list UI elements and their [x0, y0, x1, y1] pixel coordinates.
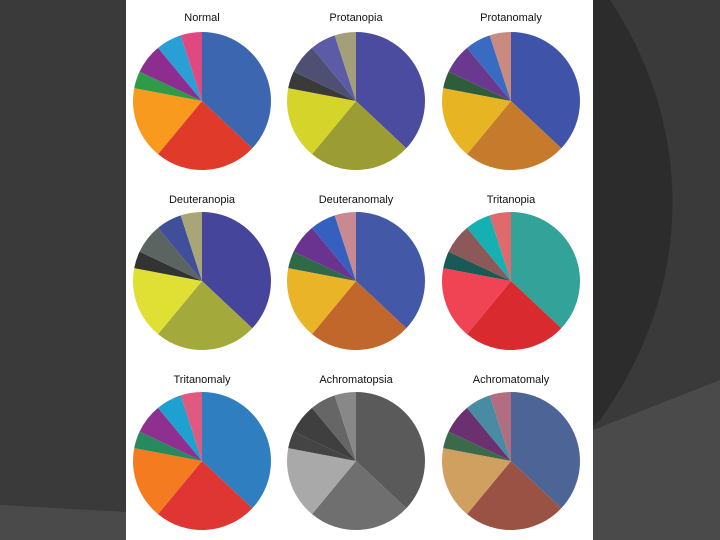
chart-title: Protanopia	[329, 12, 383, 24]
pie-slice	[288, 251, 356, 281]
pie-slice	[312, 395, 356, 461]
pie-chart	[286, 392, 425, 531]
pie-slice	[180, 392, 202, 461]
pie-slice	[158, 461, 253, 531]
chart-title: Protanomaly	[480, 12, 542, 24]
pie-slice	[489, 212, 511, 281]
pie-slice	[467, 35, 511, 101]
pie-slice	[467, 281, 562, 351]
chart-title: Achromatopsia	[319, 374, 393, 386]
pie-slice	[448, 227, 511, 281]
pie-chart	[132, 212, 271, 351]
pie-slice	[312, 461, 407, 531]
pie-slice	[467, 461, 562, 531]
pie-slice	[511, 32, 580, 149]
pie-slice	[286, 448, 356, 515]
pie-chart	[286, 212, 425, 351]
pie-slice	[158, 395, 202, 461]
pie-slice	[158, 215, 202, 281]
pie-slice	[489, 392, 511, 461]
chart-title: Deuteranomaly	[318, 194, 394, 206]
pie-slice	[467, 101, 562, 171]
pie-chart	[441, 392, 580, 531]
pie-slice	[441, 88, 511, 155]
pie-slice	[312, 281, 407, 351]
pie-slice	[511, 212, 580, 329]
pie-slice	[134, 431, 202, 461]
pie-slice	[467, 395, 511, 461]
pie-slice	[158, 101, 253, 171]
pie-chart	[132, 392, 271, 531]
pie-slice	[158, 281, 253, 351]
pie-slice	[202, 32, 271, 149]
pie-slice	[132, 88, 202, 155]
pie-slice	[441, 268, 511, 335]
pie-slice	[356, 212, 425, 329]
pie-slice	[288, 71, 356, 101]
chart-title: Tritanomaly	[173, 374, 231, 386]
pie-slice	[288, 431, 356, 461]
pie-slice	[312, 35, 356, 101]
pie-slice	[443, 251, 511, 281]
pie-slice	[180, 212, 202, 281]
pie-slice	[467, 215, 511, 281]
pie-slice	[286, 88, 356, 155]
pie-slice	[202, 212, 271, 329]
pie-slice	[334, 212, 356, 281]
pie-slice	[448, 47, 511, 101]
chart-title: Tritanopia	[486, 194, 536, 206]
pie-slice	[293, 227, 356, 281]
pie-slice	[134, 71, 202, 101]
pie-slice	[180, 32, 202, 101]
pie-chart	[441, 212, 580, 351]
pie-slice	[202, 392, 271, 509]
chart-title: Normal	[184, 12, 220, 24]
pie-slice	[511, 392, 580, 509]
pie-slice	[132, 268, 202, 335]
pie-slice	[293, 407, 356, 461]
pie-slice	[158, 35, 202, 101]
pie-slice	[312, 215, 356, 281]
pie-slice	[443, 431, 511, 461]
pie-slice	[132, 448, 202, 515]
pie-slice	[139, 407, 202, 461]
pie-slice	[489, 32, 511, 101]
pie-slice	[448, 407, 511, 461]
pie-chart	[286, 32, 425, 171]
pie-slice	[441, 448, 511, 515]
pie-slice	[334, 32, 356, 101]
pie-slice	[134, 251, 202, 281]
pie-slice	[443, 71, 511, 101]
chart-title: Deuteranopia	[168, 194, 236, 206]
pie-slice	[356, 32, 425, 149]
pie-slice	[286, 268, 356, 335]
pie-slice	[293, 47, 356, 101]
pie-slice	[356, 392, 425, 509]
pie-chart	[132, 32, 271, 171]
chart-title: Achromatomaly	[472, 374, 550, 386]
pie-slice	[139, 227, 202, 281]
pie-slice	[334, 392, 356, 461]
pie-chart	[441, 32, 580, 171]
pie-slice	[312, 101, 407, 171]
pie-slice	[139, 47, 202, 101]
